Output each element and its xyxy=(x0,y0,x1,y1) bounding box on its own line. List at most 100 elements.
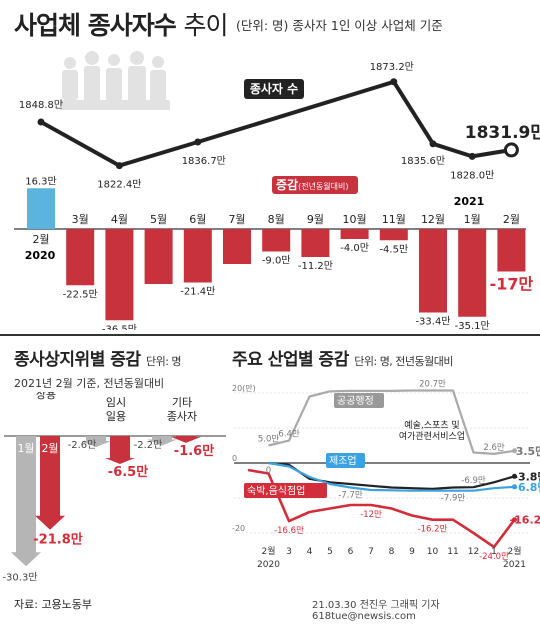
industry-point-label: 5.0만 xyxy=(258,435,280,445)
growth-label-sub: (전년동월대비) xyxy=(298,181,348,191)
growth-bar xyxy=(105,229,134,321)
growth-bar-label: -9.0만 xyxy=(262,255,291,267)
industry-x-tick: 8 xyxy=(389,547,395,557)
industry-series-tag xyxy=(334,393,384,408)
month-label: 5월 xyxy=(150,213,167,226)
employees-point xyxy=(503,142,519,158)
industry-x-tick: 4 xyxy=(307,547,313,557)
employees-value-label: 1836.7만 xyxy=(182,155,226,167)
growth-bar xyxy=(379,229,408,241)
growth-bar xyxy=(340,229,369,239)
industry-chart-title: 주요 산업별 증감 단위: 명, 전년동월대비 xyxy=(232,345,454,370)
industry-end-point xyxy=(512,473,517,479)
industry-end-point xyxy=(512,484,517,490)
employees-point xyxy=(429,140,437,148)
year-label-end: 2021 xyxy=(454,195,485,208)
month-label: 10월 xyxy=(343,213,367,226)
industry-point-label: -16.6만 xyxy=(274,526,304,536)
industry-end-point xyxy=(512,517,517,523)
year-label-start: 2020 xyxy=(25,249,56,262)
industry-point-label: -7.7만 xyxy=(338,491,363,501)
growth-bar-label: -11.2만 xyxy=(298,260,333,272)
industry-x-tick: 7 xyxy=(368,547,374,557)
status-bar-label: -6.5만 xyxy=(108,464,148,480)
status-unit: 단위: 명 xyxy=(145,355,182,368)
employees-point xyxy=(390,78,398,86)
industry-title-text: 주요 산업별 증감 xyxy=(232,350,349,370)
status-group-name: 임시 xyxy=(106,396,126,409)
industry-end-point xyxy=(512,448,517,454)
industry-chart: 20(만) 0 -20 공공행정 5.0만6.4만 20.7만 2.6만 3.5만 예술,스포… xyxy=(232,380,540,570)
status-bar-feb xyxy=(171,436,201,443)
industry-point-label: 6.4만 xyxy=(278,430,300,440)
industry-point-label: 3.5만 xyxy=(516,444,540,458)
growth-bar-label: -33.4만 xyxy=(415,316,450,328)
status-bar-feb xyxy=(35,436,65,530)
growth-bar xyxy=(419,229,447,313)
status-bar-jan xyxy=(81,436,111,448)
industry-y-tick: 0 xyxy=(232,454,237,463)
status-bar-label: -21.8만 xyxy=(33,532,82,548)
page-title: 사업체 종사자수 추이 xyxy=(14,6,228,42)
industry-x-tick: 11 xyxy=(447,547,458,557)
growth-bar-label: 16.3만 xyxy=(25,175,56,187)
source-note: 자료: 고용노동부 xyxy=(14,598,93,611)
employees-value-label: 1822.4만 xyxy=(97,179,141,191)
month-label: 8월 xyxy=(268,213,285,226)
status-group-name: 일용 xyxy=(106,409,126,423)
status-month-label: 2월 xyxy=(41,442,58,455)
industry-line xyxy=(268,389,515,455)
month-label: 4월 xyxy=(111,213,128,226)
employees-point xyxy=(468,152,476,160)
status-group-name: 상용 xyxy=(36,392,56,401)
month-label: 12월 xyxy=(421,213,445,226)
industry-year-label: 2020 xyxy=(257,560,280,570)
employees-value-label: 1848.8만 xyxy=(19,99,63,111)
industry-x-tick: 2월 xyxy=(507,545,521,557)
month-label: 3월 xyxy=(72,213,89,226)
status-bar-label: -30.3만 xyxy=(2,571,37,583)
series-tag: 종사자 수 xyxy=(244,79,304,99)
growth-bar-label: -35.1만 xyxy=(455,320,490,330)
industry-y-tick: -20 xyxy=(232,524,245,533)
growth-bar xyxy=(262,229,291,252)
industry-point-label: -12만 xyxy=(360,510,382,520)
growth-label: 증감 xyxy=(276,177,298,192)
month-label: 2월 xyxy=(32,233,49,246)
month-label: 11월 xyxy=(382,213,406,226)
industry-series-name: 숙박,음식점업 xyxy=(247,484,305,497)
industry-line xyxy=(268,461,515,490)
industry-series-name: 제조업 xyxy=(329,454,357,467)
industry-line xyxy=(268,461,515,492)
growth-tag: 증감(전년동월대비) xyxy=(272,176,358,194)
status-bar-feb xyxy=(105,436,135,464)
status-chart-title: 종사상지위별 증감 단위: 명 xyxy=(14,345,182,370)
growth-bar-label: -4.0만 xyxy=(340,242,369,254)
industry-series-name: 여가관련서비스업 xyxy=(399,430,465,442)
title-bold: 사업체 종사자수 xyxy=(14,11,177,40)
growth-tag-label: 증감(전년동월대비) xyxy=(276,177,349,192)
status-month-label: 1월 xyxy=(17,442,34,455)
employees-value-label: 1873.2만 xyxy=(370,61,414,73)
employees-point xyxy=(37,118,45,126)
industry-x-tick: 1 xyxy=(491,547,497,557)
growth-bar xyxy=(458,229,487,317)
growth-bar xyxy=(301,229,330,257)
employees-point xyxy=(194,138,202,146)
industry-point-label: 0 xyxy=(266,466,271,476)
month-label: 7월 xyxy=(228,213,245,226)
employees-point xyxy=(115,162,123,170)
industry-series-name: 공공행정 xyxy=(337,395,374,407)
status-group-name: 기타 xyxy=(172,396,192,409)
growth-bar-label: -21.4만 xyxy=(180,286,215,298)
growth-bar xyxy=(183,229,212,283)
industry-year-label: 2021 xyxy=(503,560,526,570)
month-label: 6월 xyxy=(189,213,206,226)
industry-point-label: 2.6만 xyxy=(483,443,505,453)
industry-point-label: -3.8만 xyxy=(513,469,540,483)
growth-bar-label: -4.5만 xyxy=(379,243,408,255)
industry-x-tick: 9 xyxy=(409,547,415,557)
status-bar-label: -1.6만 xyxy=(174,443,214,459)
series-tag-label: 종사자 수 xyxy=(250,81,298,96)
